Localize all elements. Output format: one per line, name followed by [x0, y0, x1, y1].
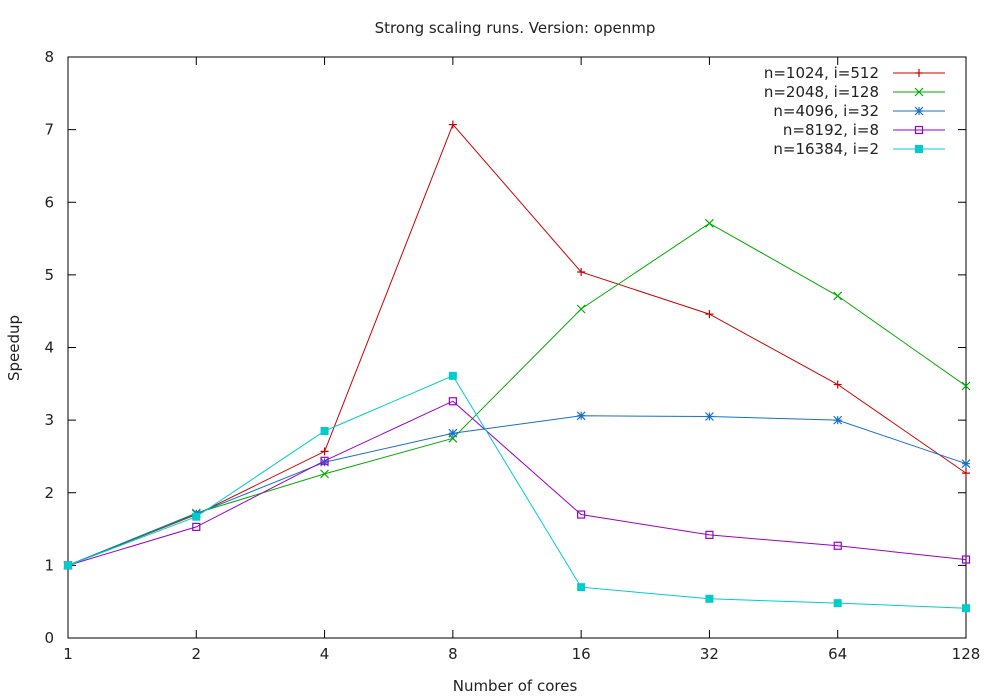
- data-point: [961, 555, 971, 564]
- data-point: [833, 415, 843, 425]
- y-tick-label: 1: [44, 556, 54, 574]
- data-point: [320, 427, 329, 436]
- y-tick-label: 2: [44, 484, 54, 502]
- x-tick-label: 128: [952, 645, 981, 663]
- data-point: [705, 530, 714, 539]
- y-tick-label: 0: [44, 629, 54, 647]
- y-tick-label: 3: [44, 411, 54, 429]
- legend-marker: [914, 125, 924, 135]
- legend-label: n=1024, i=512: [764, 64, 879, 82]
- data-point: [833, 599, 842, 608]
- y-tick-label: 5: [44, 266, 54, 284]
- legend-label: n=2048, i=128: [764, 83, 879, 101]
- y-axis-label: Speedup: [5, 315, 23, 381]
- x-tick-label: 16: [572, 645, 591, 663]
- data-point: [705, 594, 714, 603]
- x-axis-label: Number of cores: [453, 677, 578, 695]
- data-point: [961, 381, 971, 391]
- data-point: [192, 512, 201, 521]
- data-point: [320, 457, 329, 467]
- legend-label: n=4096, i=32: [773, 102, 879, 120]
- y-axis-ticks: 0 1 2 3 4 5 6 7 8: [44, 48, 966, 647]
- data-point: [833, 291, 843, 301]
- data-point: [448, 428, 458, 438]
- series-4: [64, 371, 970, 613]
- data-point: [577, 267, 586, 276]
- data-point: [833, 380, 842, 389]
- data-point: [705, 310, 714, 319]
- data-point: [577, 583, 586, 592]
- data-point: [320, 447, 329, 456]
- series-line: [67, 123, 967, 566]
- legend-marker: [915, 145, 923, 153]
- legend-marker: [914, 106, 924, 116]
- series-line: [67, 415, 967, 566]
- data-point: [576, 304, 586, 314]
- x-tick-label: 32: [700, 645, 719, 663]
- legend-marker: [915, 69, 923, 77]
- data-point: [961, 459, 971, 469]
- chart-title: Strong scaling runs. Version: openmp: [375, 19, 656, 37]
- data-point: [833, 541, 842, 550]
- data-point: [448, 397, 457, 406]
- data-point: [320, 469, 329, 479]
- y-tick-label: 7: [44, 121, 54, 139]
- data-point: [962, 604, 970, 613]
- data-point: [64, 561, 72, 570]
- data-point: [705, 412, 714, 421]
- data-point: [576, 411, 586, 421]
- series-layer: [63, 120, 971, 613]
- series-line: [67, 375, 967, 609]
- legend-marker: [914, 87, 924, 97]
- x-axis-ticks: 1 2 4 8 16 32 64 128: [63, 57, 980, 663]
- legend-label: n=16384, i=2: [773, 140, 879, 158]
- legend-label: n=8192, i=8: [783, 121, 879, 139]
- series-line: [67, 222, 967, 566]
- x-tick-label: 4: [320, 645, 330, 663]
- data-point: [192, 522, 201, 531]
- x-tick-label: 2: [192, 645, 202, 663]
- y-tick-label: 8: [44, 48, 54, 66]
- y-tick-label: 6: [44, 193, 54, 211]
- y-tick-label: 4: [44, 339, 54, 357]
- series-0: [64, 120, 970, 570]
- x-tick-label: 1: [63, 645, 73, 663]
- series-line: [67, 400, 967, 566]
- x-tick-label: 64: [828, 645, 847, 663]
- data-point: [448, 120, 457, 129]
- x-tick-label: 8: [448, 645, 458, 663]
- data-point: [320, 456, 329, 465]
- data-point: [962, 469, 970, 478]
- data-point: [577, 510, 586, 519]
- data-point: [448, 371, 457, 380]
- data-point: [705, 218, 714, 228]
